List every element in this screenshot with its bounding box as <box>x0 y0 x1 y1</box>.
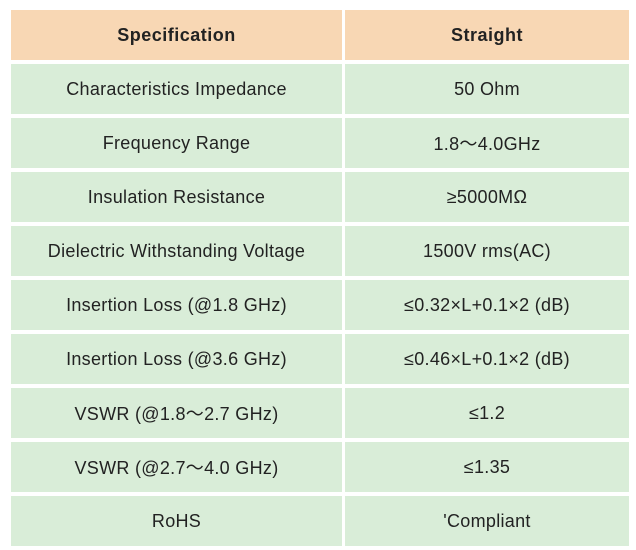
table-row: RoHS 'Compliant <box>11 496 629 546</box>
value-cell: ≤0.32×L+0.1×2 (dB) <box>345 280 629 330</box>
header-straight: Straight <box>345 10 629 60</box>
header-row: Specification Straight <box>11 10 629 60</box>
value-cell: 1.8～4.0GHz <box>345 118 629 168</box>
value-cell: ≥5000MΩ <box>345 172 629 222</box>
spec-cell: Insertion Loss (@1.8 GHz) <box>11 280 342 330</box>
value-cell: ≤0.46×L+0.1×2 (dB) <box>345 334 629 384</box>
value-cell: ≤1.35 <box>345 442 629 492</box>
table-row: Characteristics Impedance 50 Ohm <box>11 64 629 114</box>
spec-cell: VSWR (@2.7～4.0 GHz) <box>11 442 342 492</box>
value-cell: 50 Ohm <box>345 64 629 114</box>
spec-cell: Insulation Resistance <box>11 172 342 222</box>
table-row: Dielectric Withstanding Voltage 1500V rm… <box>11 226 629 276</box>
spec-cell: Dielectric Withstanding Voltage <box>11 226 342 276</box>
table-row: Insulation Resistance ≥5000MΩ <box>11 172 629 222</box>
table-row: Insertion Loss (@3.6 GHz) ≤0.46×L+0.1×2 … <box>11 334 629 384</box>
spec-cell: VSWR (@1.8～2.7 GHz) <box>11 388 342 438</box>
value-cell: 'Compliant <box>345 496 629 546</box>
spec-cell: Insertion Loss (@3.6 GHz) <box>11 334 342 384</box>
spec-cell: Frequency Range <box>11 118 342 168</box>
table-row: Insertion Loss (@1.8 GHz) ≤0.32×L+0.1×2 … <box>11 280 629 330</box>
header-specification: Specification <box>11 10 342 60</box>
spec-cell: Characteristics Impedance <box>11 64 342 114</box>
value-cell: 1500V rms(AC) <box>345 226 629 276</box>
specification-table: Specification Straight Characteristics I… <box>8 6 632 550</box>
value-cell: ≤1.2 <box>345 388 629 438</box>
table-row: VSWR (@1.8～2.7 GHz) ≤1.2 <box>11 388 629 438</box>
table-row: Frequency Range 1.8～4.0GHz <box>11 118 629 168</box>
table-row: VSWR (@2.7～4.0 GHz) ≤1.35 <box>11 442 629 492</box>
spec-cell: RoHS <box>11 496 342 546</box>
